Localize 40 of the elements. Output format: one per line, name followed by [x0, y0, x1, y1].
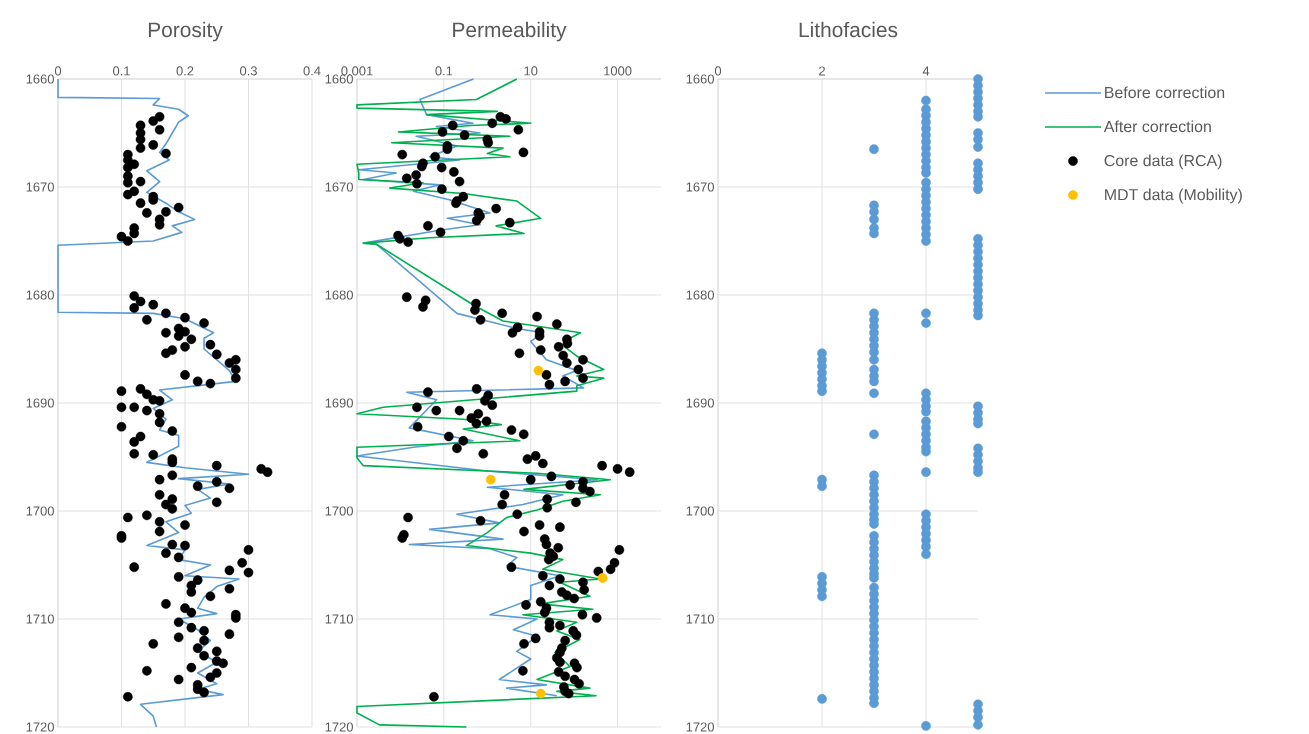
y-tick-label: 1720 — [26, 722, 54, 732]
x-tick-label: 0 — [54, 66, 62, 76]
x-tick-label: 2 — [819, 66, 825, 76]
x-tick-label: 0.2 — [176, 66, 194, 76]
x-tick-label: 1000 — [604, 66, 632, 76]
chart-title: Porosity — [148, 21, 223, 42]
y-tick-label: 1680 — [26, 290, 54, 300]
legend-label: MDT data (Mobility) — [1105, 188, 1242, 204]
legend-label: Core data (RCA) — [1104, 154, 1222, 170]
x-tick-label: 0.1 — [113, 66, 130, 76]
chart-title: Permeability — [453, 21, 567, 42]
x-tick-label: 0.1 — [435, 66, 453, 76]
legend-label: After correction — [1103, 120, 1211, 133]
y-tick-label: 1660 — [325, 74, 353, 84]
y-tick-label: 1720 — [325, 722, 353, 732]
y-tick-label: 1700 — [686, 506, 714, 516]
y-tick-label: 1720 — [686, 722, 714, 732]
legend-label: Before correction — [1105, 86, 1225, 99]
y-tick-label: 1680 — [686, 290, 714, 300]
y-tick-label: 1680 — [325, 290, 353, 300]
x-tick-label: 0.3 — [240, 66, 257, 76]
y-tick-label: 1670 — [26, 182, 54, 192]
y-tick-label: 1690 — [26, 398, 54, 408]
y-tick-label: 1670 — [325, 182, 353, 192]
y-tick-label: 1670 — [686, 182, 714, 192]
x-tick-label: 0.001 — [341, 66, 373, 76]
y-tick-label: 1660 — [26, 74, 54, 84]
y-tick-label: 1690 — [686, 398, 714, 408]
x-tick-label: 0.4 — [303, 66, 321, 76]
y-tick-label: 1660 — [686, 74, 714, 84]
y-tick-label: 1710 — [686, 614, 714, 624]
y-tick-label: 1700 — [26, 506, 54, 516]
x-tick-label: 10 — [524, 66, 538, 76]
x-tick-label: 4 — [922, 66, 930, 76]
chart-title: Lithofacies — [799, 21, 898, 38]
y-tick-label: 1690 — [325, 398, 353, 408]
y-tick-label: 1710 — [26, 614, 54, 624]
x-tick-label: 0 — [714, 66, 722, 76]
y-tick-label: 1700 — [325, 506, 353, 516]
y-tick-label: 1710 — [325, 614, 353, 624]
